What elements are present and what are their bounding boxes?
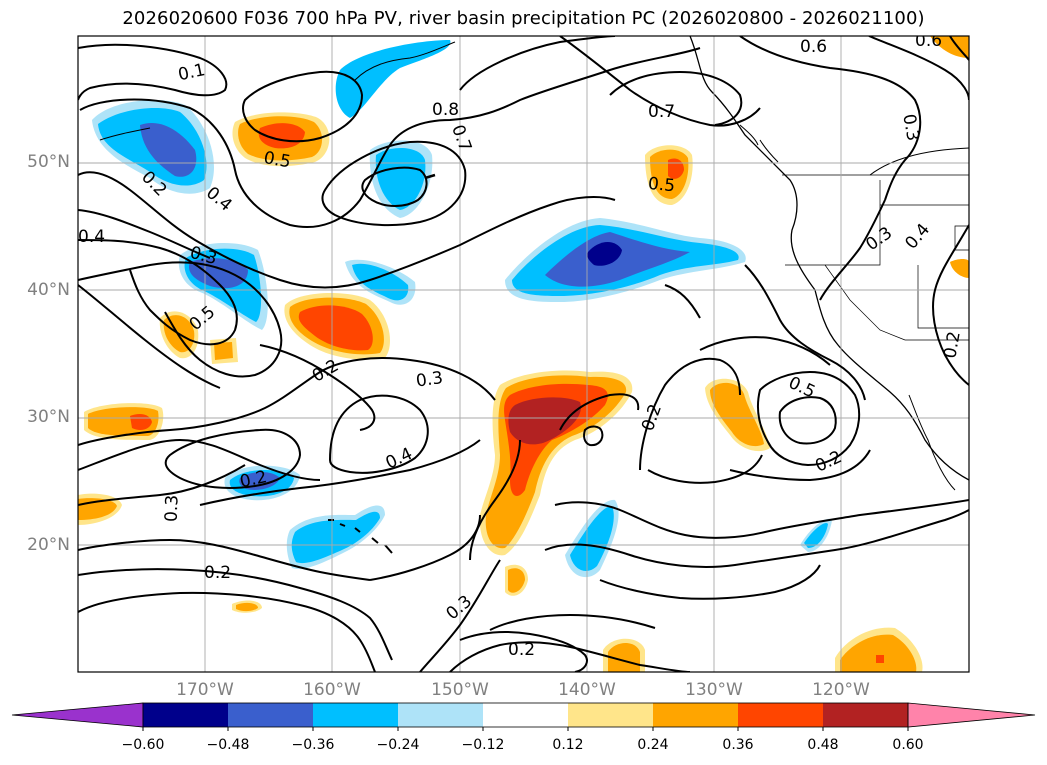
- contour-label: 0.5: [262, 148, 292, 172]
- contour-label: 0.3: [162, 495, 183, 523]
- colorbar-segment: [228, 703, 313, 727]
- contour-label: 0.6: [800, 37, 827, 57]
- colorbar-extend-low: [11, 702, 144, 728]
- pv-contours: [78, 36, 969, 672]
- colorbar-tick-label: −0.48: [206, 737, 250, 753]
- lon-label-140w: 140°W: [558, 680, 616, 700]
- colorbar-tick-label: −0.24: [376, 737, 420, 753]
- lon-label-160w: 160°W: [303, 680, 361, 700]
- contour-label: 0.3: [898, 113, 922, 143]
- colorbar-tick-label: 0.48: [807, 737, 839, 753]
- lat-label-50n: 50°N: [27, 152, 70, 172]
- map-title: 2026020600 F036 700 hPa PV, river basin …: [122, 8, 925, 29]
- colorbar-segment: [143, 703, 228, 727]
- contour-label: 0.8: [432, 100, 459, 120]
- colorbar: [11, 702, 1036, 731]
- colorbar-tick-label: 0.60: [892, 737, 924, 753]
- colorbar-segment: [398, 703, 483, 727]
- contour-label: 0.4: [78, 227, 105, 247]
- colorbar-tick-label: 0.12: [552, 737, 584, 753]
- contour-label: 0.5: [647, 174, 676, 196]
- lat-label-30n: 30°N: [27, 407, 70, 427]
- colorbar-segment: [313, 703, 398, 727]
- contour-label: 0.6: [915, 31, 942, 51]
- colorbar-frame: [142, 702, 909, 728]
- colorbar-segment: [653, 703, 738, 727]
- colorbar-segment: [483, 703, 568, 727]
- lon-label-150w: 150°W: [431, 680, 489, 700]
- colorbar-tick-label: −0.36: [291, 737, 335, 753]
- contour-label: 0.7: [648, 102, 675, 122]
- contour-label: 0.2: [508, 640, 535, 660]
- lat-label-20n: 20°N: [27, 535, 70, 555]
- colorbar-tick-label: 0.24: [637, 737, 669, 753]
- lon-label-120w: 120°W: [812, 680, 870, 700]
- map-area: 0.1 0.8 0.7 0.6 0.6 0.7 0.3 0.5 0.5 0.2 …: [78, 31, 969, 672]
- colorbar-extend-high: [907, 702, 1036, 728]
- map-frame: [77, 35, 970, 673]
- contour-label: 0.2: [204, 563, 231, 583]
- colorbar-tick-label: −0.60: [121, 737, 165, 753]
- contour-label: 0.3: [415, 368, 445, 392]
- colorbar-segment: [568, 703, 653, 727]
- colorbar-segment: [738, 703, 823, 727]
- contour-label: 0.2: [940, 330, 964, 360]
- colorbar-tick-label: −0.12: [461, 737, 505, 753]
- lon-label-170w: 170°W: [176, 680, 234, 700]
- lat-label-40n: 40°N: [27, 280, 70, 300]
- precip-anomaly-shading: [78, 36, 969, 672]
- lon-label-130w: 130°W: [685, 680, 743, 700]
- colorbar-tick-label: 0.36: [722, 737, 754, 753]
- colorbar-segment: [823, 703, 908, 727]
